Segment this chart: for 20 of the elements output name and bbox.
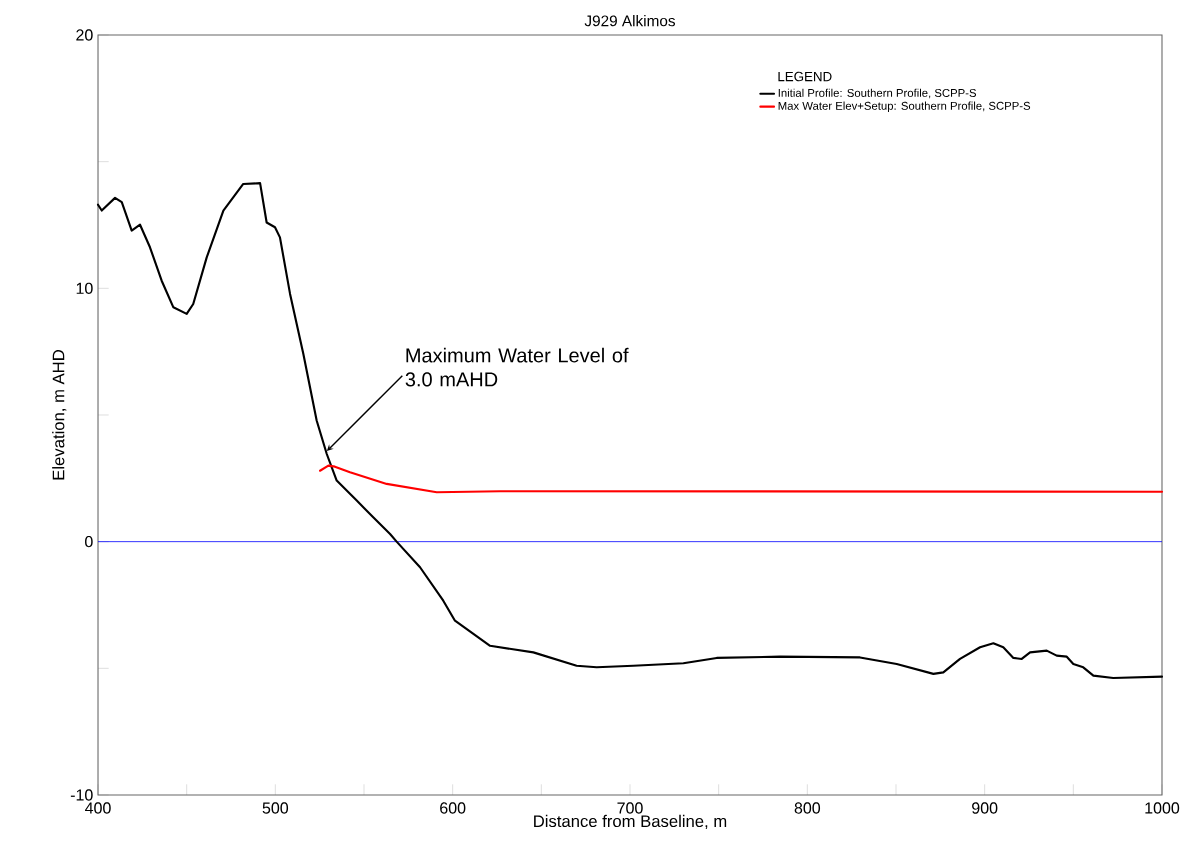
y-tick-label: -10 bbox=[70, 789, 93, 801]
annotation: Maximum Water Level of 3.0 mAHD bbox=[405, 347, 629, 387]
legend-title: LEGEND bbox=[778, 71, 832, 82]
y-axis-title: Elevation, m AHD bbox=[52, 350, 67, 480]
legend-label: Max Water Elev+Setup: Southern Profile, SCPP-S bbox=[778, 101, 1031, 113]
x-tick-label: 900 bbox=[972, 802, 998, 814]
chart-title: J929 Alkimos bbox=[584, 15, 676, 27]
x-tick-label: 400 bbox=[85, 802, 111, 814]
legend-label: Initial Profile: Southern Profile, SCPP-S bbox=[778, 88, 977, 99]
line-series bbox=[96, 182, 1164, 680]
y-tick-label: 10 bbox=[76, 282, 93, 294]
x-tick-label: 1000 bbox=[1145, 802, 1180, 814]
x-tick-label: 500 bbox=[262, 802, 289, 814]
x-tick-label: 800 bbox=[794, 802, 821, 814]
y-tick-label: 0 bbox=[85, 535, 93, 548]
x-tick-label: 600 bbox=[440, 802, 466, 814]
x-axis-title: Distance from Baseline, m bbox=[534, 814, 727, 830]
x-tick-label: 700 bbox=[617, 802, 643, 814]
line-series bbox=[318, 464, 1164, 494]
y-tick-label: 20 bbox=[76, 29, 93, 41]
